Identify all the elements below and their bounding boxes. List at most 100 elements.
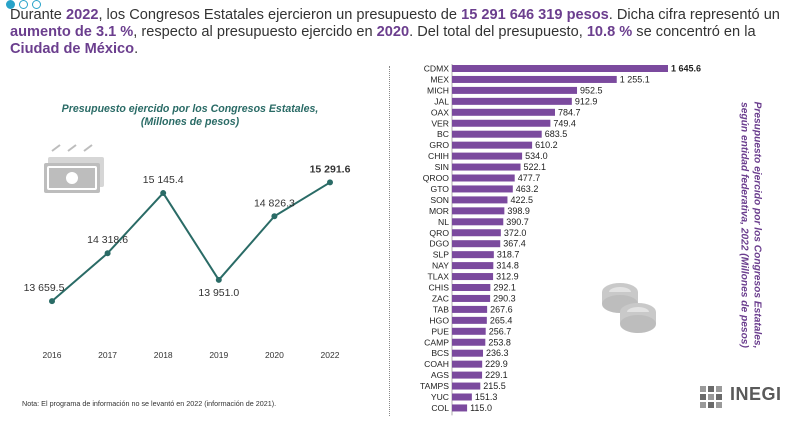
line-data-label: 13 951.0 [198,287,239,299]
headline-ref-year: 2020 [376,24,410,40]
line-point [215,276,222,283]
bar [452,207,505,215]
bar [452,152,523,160]
bar-value-label: 477.7 [518,173,541,183]
page-dot-3[interactable] [32,0,41,9]
bar [452,75,617,83]
bar-category-label: CDMX [424,64,450,74]
headline-increase: aumento de 3.1 % [10,24,134,40]
bar [452,262,494,270]
bar [452,349,484,357]
bar-category-label: AGS [431,370,449,380]
bar-value-label: 229.9 [485,359,508,369]
x-tick-label: 2020 [265,350,284,360]
bar-chart-title-text: Presupuesto ejercido por los Congresos E… [739,101,763,349]
bar-category-label: COL [431,403,449,413]
bar-category-label: BCS [431,348,449,358]
headline-part: Durante [10,7,66,23]
bar-value-label: 115.0 [470,403,492,413]
bar-category-label: SON [430,195,449,205]
x-tick-label: 2019 [209,350,228,360]
bar [452,404,468,412]
line-data-label: 14 826.3 [254,197,295,209]
bar-chart: CDMX 1 645.6 MEX 1 255.1 MICH 952.5 JAL 912.9 OA… [420,64,701,416]
line-chart-title-line-2: (Millones de pesos) [140,116,240,128]
bar-value-label: 1 255.1 [620,74,650,84]
bar-category-label: CAMP [424,337,449,347]
bar [452,185,513,193]
bar-value-label: 367.4 [503,239,526,249]
bar-value-label: 912.9 [575,96,598,106]
bar [452,240,501,248]
headline-year: 2022 [65,7,99,23]
line-series [51,181,331,302]
line-point [160,190,167,197]
bar-value-label: 215.5 [483,381,506,391]
line-point [327,179,333,186]
bar-category-label: MEX [430,74,449,84]
bar-category-label: SLP [433,250,450,260]
bar [452,371,483,379]
bar-value-label: 522.1 [524,162,547,172]
bar [452,108,555,116]
bar-category-label: MICH [427,85,449,95]
bar-category-label: QROO [423,173,450,183]
bar-category-label: PUE [431,326,449,336]
bar-value-label: 610.2 [535,140,558,150]
bar [452,229,501,237]
bar-value-label: 314.8 [496,261,519,271]
bar [452,97,572,105]
bar [452,393,472,401]
headline-part: . Dicha cifra representó un [608,7,780,23]
line-data-label: 15 291.6 [310,163,351,175]
line-data-label: 14 318.6 [87,234,128,246]
bar [452,130,542,138]
bar-value-label: 253.8 [488,337,511,347]
bar-category-label: SIN [435,162,449,172]
bar-category-label: BC [437,129,449,139]
bar [452,316,487,324]
page-dot-1[interactable] [6,0,15,9]
bar-value-label: 318.7 [497,250,520,260]
line-data-label: 13 659.5 [24,282,65,294]
inegi-logo-mark [700,386,722,408]
bar-value-label: 265.4 [490,315,513,325]
bar-category-label: NAY [432,261,449,271]
line-point [104,250,111,257]
bar [452,119,551,127]
headline-part: , respecto al presupuesto ejercido en [133,24,377,40]
bar [452,338,486,346]
bar-value-label: 236.3 [486,348,509,358]
section-divider [389,66,390,416]
bar-value-label: 749.4 [553,118,576,128]
bar-category-label: CHIH [428,151,449,161]
bar [452,218,504,226]
bar [452,196,508,204]
banknote-icon [44,144,104,193]
page-dot-2[interactable] [19,0,28,9]
bar-value-label: 463.2 [516,184,539,194]
bar [452,305,488,313]
line-chart: 13 659.5 2016 14 318.6 2017 15 145.4 2018 13 9… [24,163,351,360]
bar [452,251,494,259]
bar-category-label: ZAC [432,293,449,303]
bar [452,86,578,94]
bar-category-label: TLAX [428,272,450,282]
line-point [49,298,55,305]
bar-category-label: CHIS [428,283,449,293]
headline-part: , los Congresos Estatales ejercieron un … [98,7,462,23]
footnote: Nota: El programa de información no se l… [22,399,277,408]
headline-part: . [134,41,139,57]
bar-value-label: 312.9 [496,272,519,282]
bar [452,273,494,281]
line-chart-title-line-1: Presupuesto ejercido por los Congresos E… [61,103,319,115]
headline-city: Ciudad de México [10,41,135,57]
bar-category-label: MOR [429,206,449,216]
bar [452,141,533,149]
bar [452,294,491,302]
bar-category-label: YUC [431,392,449,402]
line-data-label: 15 145.4 [143,174,184,186]
x-tick-label: 2016 [43,350,62,360]
line-point [271,213,278,220]
x-tick-label: 2022 [321,350,340,360]
